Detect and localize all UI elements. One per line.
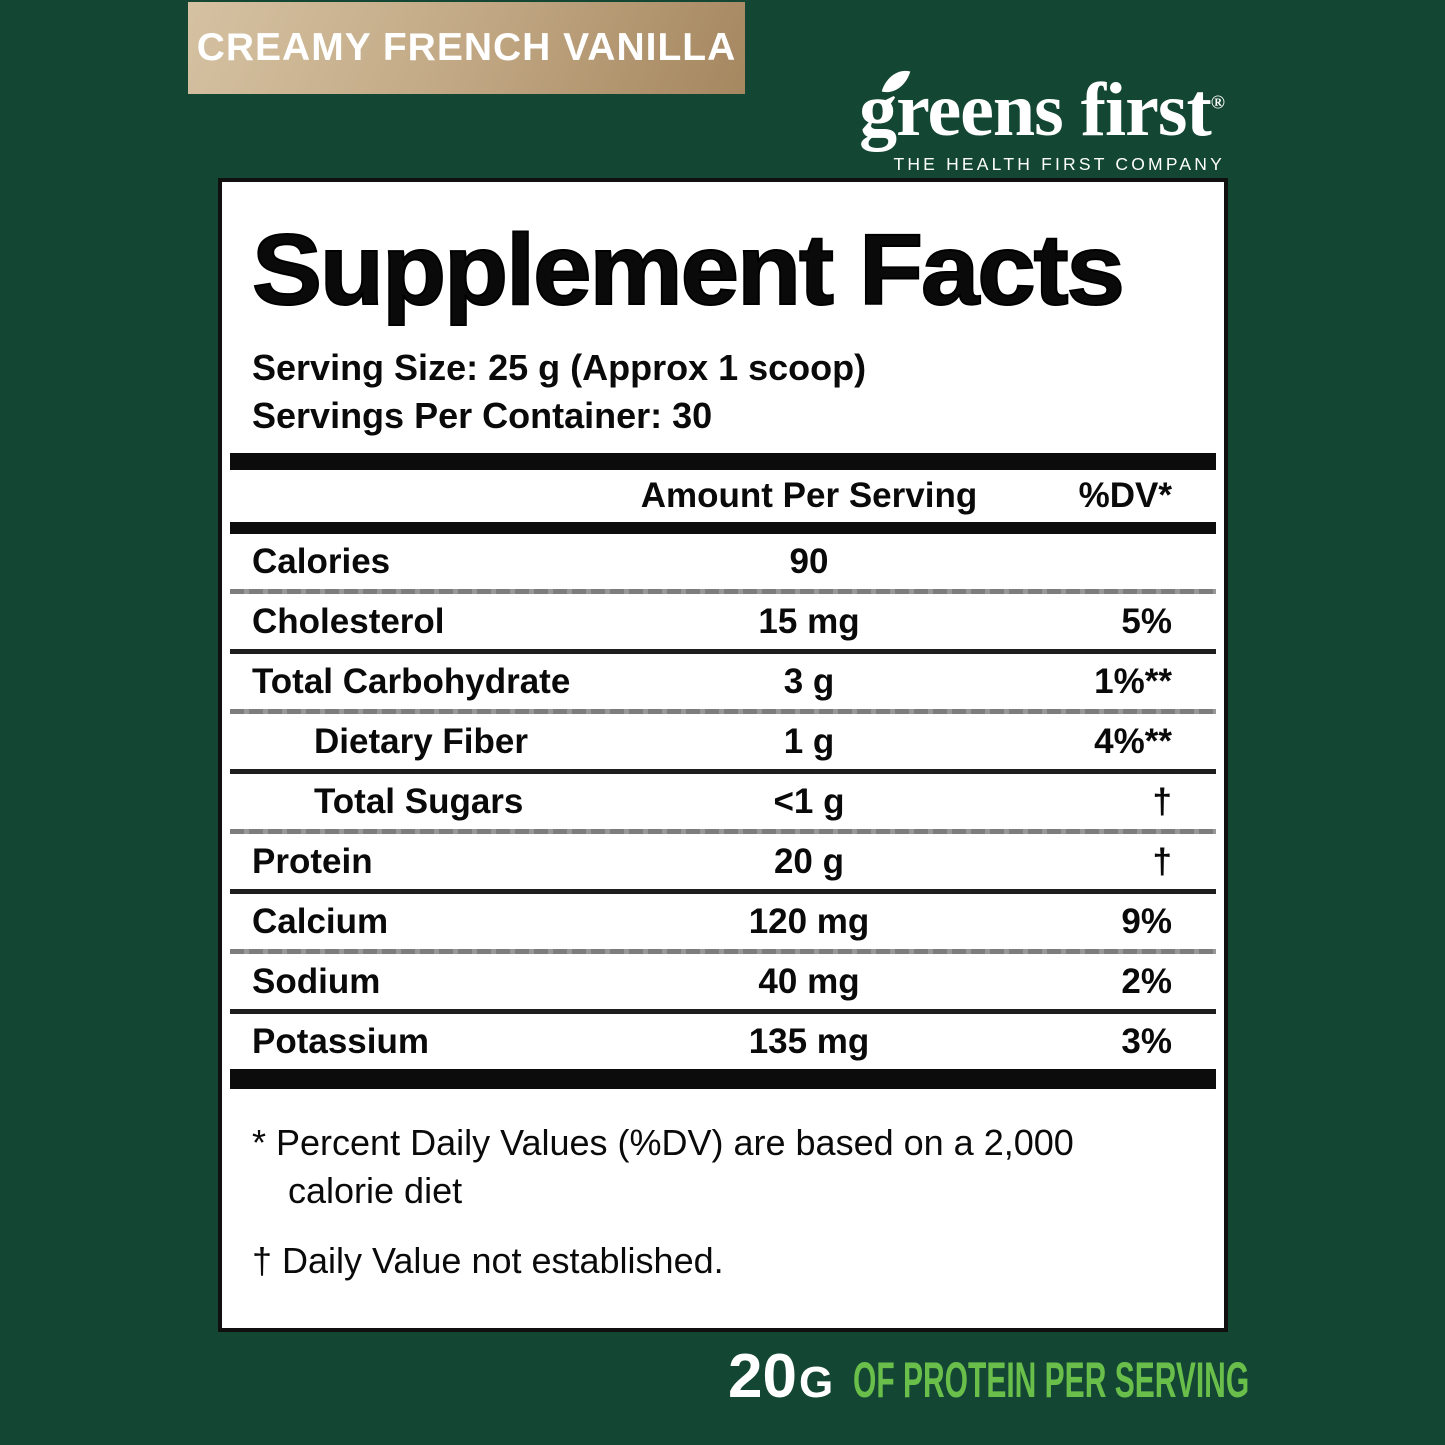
nutrient-dv: 3% bbox=[1121, 1021, 1172, 1061]
panel-title: Supplement Facts bbox=[251, 214, 1126, 326]
nutrient-amount: 15 mg bbox=[758, 601, 860, 641]
table-header-row: Amount Per Serving %DV* bbox=[252, 470, 1194, 522]
facts-row: Calcium 120 mg 9% bbox=[252, 894, 1194, 949]
nutrient-amount: 135 mg bbox=[748, 1021, 870, 1061]
row-divider bbox=[230, 829, 1216, 835]
nutrient-name: Protein bbox=[252, 841, 373, 881]
brand-wordmark: greens first® bbox=[859, 65, 1225, 148]
amount-per-serving-header: Amount Per Serving bbox=[640, 476, 978, 516]
supplement-facts-panel: Supplement Facts Serving Size: 25 g (App… bbox=[218, 178, 1228, 1332]
nutrient-amount: 90 bbox=[789, 541, 829, 581]
nutrient-dv: † bbox=[1152, 841, 1172, 881]
serving-info: Serving Size: 25 g (Approx 1 scoop) Serv… bbox=[252, 344, 1194, 439]
nutrient-amount: 3 g bbox=[783, 661, 835, 701]
divider-bar-bottom bbox=[230, 1069, 1216, 1090]
nutrient-amount: 120 mg bbox=[748, 901, 870, 941]
facts-row: Potassium 135 mg 3% bbox=[252, 1014, 1194, 1069]
nutrient-name: Potassium bbox=[252, 1021, 429, 1061]
nutrient-name: Total Sugars bbox=[314, 781, 524, 821]
footnote-daily-values: * Percent Daily Values (%DV) are based o… bbox=[252, 1122, 1074, 1211]
nutrient-name: Calcium bbox=[252, 901, 389, 941]
footnote-dagger: † Daily Value not established. bbox=[252, 1239, 724, 1281]
brand-logo: greens first® THE HEALTH FIRST COMPANY bbox=[859, 65, 1225, 175]
row-divider bbox=[230, 589, 1216, 595]
flavor-badge: CREAMY FRENCH VANILLA bbox=[188, 2, 745, 94]
nutrient-name: Total Carbohydrate bbox=[252, 661, 571, 701]
protein-unit: G bbox=[798, 1358, 834, 1407]
nutrient-amount: <1 g bbox=[773, 781, 845, 821]
nutrient-dv: † bbox=[1152, 781, 1172, 821]
facts-row: Dietary Fiber 1 g 4%** bbox=[252, 714, 1194, 769]
nutrient-dv: 2% bbox=[1121, 961, 1172, 1001]
nutrient-name: Dietary Fiber bbox=[314, 721, 528, 761]
brand-tagline: THE HEALTH FIRST COMPANY bbox=[893, 154, 1225, 174]
facts-row: Sodium 40 mg 2% bbox=[252, 954, 1194, 1009]
facts-row: Protein 20 g † bbox=[252, 834, 1194, 889]
nutrient-dv: 5% bbox=[1121, 601, 1172, 641]
nutrient-amount: 40 mg bbox=[758, 961, 860, 1001]
flavor-name: CREAMY FRENCH VANILLA bbox=[196, 26, 737, 69]
row-divider bbox=[230, 949, 1216, 955]
nutrient-name: Calories bbox=[252, 541, 391, 581]
nutrient-amount: 20 g bbox=[773, 841, 845, 881]
row-divider bbox=[230, 769, 1216, 775]
nutrient-amount: 1 g bbox=[783, 721, 835, 761]
facts-row: Calories 90 bbox=[252, 534, 1194, 589]
row-divider bbox=[230, 889, 1216, 895]
protein-claim: 20 G OF PROTEIN PER SERVING bbox=[728, 1346, 1445, 1408]
nutrient-dv: 4%** bbox=[1094, 721, 1172, 761]
servings-per-container: Servings Per Container: 30 bbox=[252, 394, 713, 436]
dv-header: %DV* bbox=[1078, 476, 1172, 516]
nutrient-dv: 9% bbox=[1121, 901, 1172, 941]
nutrient-dv: 1%** bbox=[1094, 661, 1172, 701]
facts-row: Total Carbohydrate 3 g 1%** bbox=[252, 654, 1194, 709]
brand-name-text: greens first bbox=[859, 68, 1212, 152]
row-divider bbox=[230, 649, 1216, 655]
facts-row: Cholesterol 15 mg 5% bbox=[252, 594, 1194, 649]
facts-rows: Calories 90 Cholesterol 15 mg 5% Total Carboh… bbox=[230, 534, 1216, 1069]
divider-bar-header bbox=[230, 522, 1216, 535]
protein-grams: 20 bbox=[728, 1342, 797, 1411]
registered-mark: ® bbox=[1210, 92, 1225, 114]
facts-row: Total Sugars <1 g † bbox=[252, 774, 1194, 829]
nutrient-name: Sodium bbox=[252, 961, 381, 1001]
divider-bar-top bbox=[230, 453, 1216, 471]
footnotes: * Percent Daily Values (%DV) are based o… bbox=[252, 1119, 1194, 1285]
nutrient-name: Cholesterol bbox=[252, 601, 445, 641]
protein-claim-text: OF PROTEIN PER SERVING bbox=[853, 1352, 1250, 1408]
row-divider bbox=[230, 709, 1216, 715]
serving-size: Serving Size: 25 g (Approx 1 scoop) bbox=[252, 347, 867, 388]
row-divider bbox=[230, 1009, 1216, 1015]
